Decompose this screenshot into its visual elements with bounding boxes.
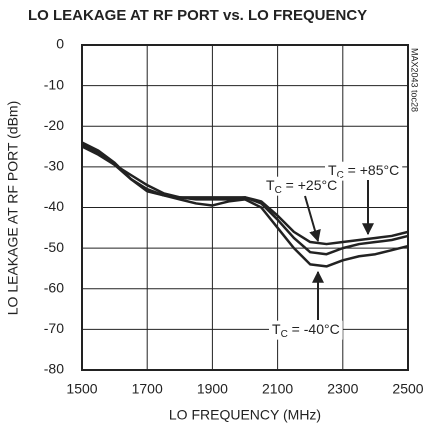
x-tick-label: 1500 bbox=[66, 381, 97, 397]
annotation-text: = -40°C bbox=[288, 321, 340, 337]
y-tick-label: 0 bbox=[56, 36, 64, 52]
y-tick-label: -30 bbox=[44, 158, 64, 174]
y-tick-label: -20 bbox=[44, 117, 64, 133]
x-tick-label: 2500 bbox=[392, 381, 423, 397]
chart-title: LO LEAKAGE AT RF PORT vs. LO FREQUENCY bbox=[28, 7, 367, 24]
plot-frame bbox=[81, 44, 409, 371]
annotation-text: = +25°C bbox=[282, 177, 337, 193]
y-tick-label: -10 bbox=[44, 76, 64, 92]
annotation-text: T bbox=[272, 321, 281, 337]
y-axis-label: LO LEAKAGE AT RF PORT (dBm) bbox=[5, 101, 21, 315]
series-line bbox=[81, 145, 409, 246]
y-tick-label: -60 bbox=[44, 279, 64, 295]
annotation-text: = +85°C bbox=[344, 162, 399, 178]
y-tick-label: -80 bbox=[44, 361, 64, 377]
x-tick-label: 1700 bbox=[132, 381, 163, 397]
annotation: TC = -40°C bbox=[272, 321, 340, 340]
annotation-sub: C bbox=[275, 185, 282, 196]
annotation-bg bbox=[263, 176, 341, 196]
annotation-text: T bbox=[266, 177, 275, 193]
annotation-arrow bbox=[304, 195, 321, 243]
annotation: TC = +25°C bbox=[266, 177, 337, 196]
x-tick-label: 1900 bbox=[197, 381, 228, 397]
annotation-sub: C bbox=[337, 170, 344, 181]
y-tick-label: -70 bbox=[44, 320, 64, 336]
side-note: MAX2043 toc28 bbox=[410, 48, 420, 112]
y-tick-label: -40 bbox=[44, 198, 64, 214]
x-tick-label: 2300 bbox=[327, 381, 358, 397]
annotation-sub: C bbox=[281, 329, 288, 340]
x-axis-label: LO FREQUENCY (MHz) bbox=[169, 407, 321, 423]
x-tick-label: 2100 bbox=[262, 381, 293, 397]
annotation-bg bbox=[325, 161, 403, 181]
annotation: TC = +85°C bbox=[328, 162, 399, 181]
annotation-bg bbox=[269, 320, 343, 340]
y-tick-label: -50 bbox=[44, 239, 64, 255]
annotation-text: T bbox=[328, 162, 337, 178]
